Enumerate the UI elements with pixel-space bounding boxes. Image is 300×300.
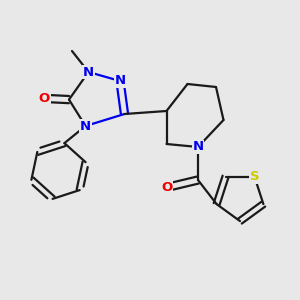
Text: N: N [114, 74, 126, 88]
Text: O: O [39, 92, 50, 105]
Text: N: N [80, 119, 91, 133]
Text: S: S [250, 170, 259, 183]
Text: O: O [161, 181, 172, 194]
Text: N: N [83, 65, 94, 79]
Text: N: N [192, 140, 204, 154]
